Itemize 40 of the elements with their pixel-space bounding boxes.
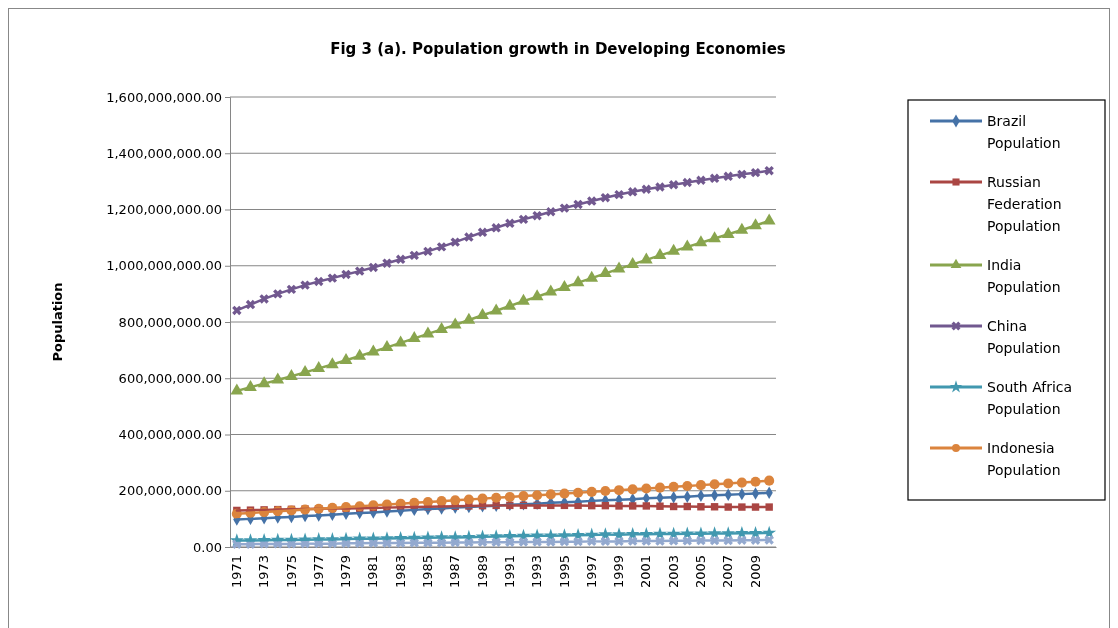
- y-tick-label: 600,000,000.00: [118, 370, 222, 386]
- chart-title: Fig 3 (a). Population growth in Developing Economies: [330, 40, 786, 58]
- x-tick-label: 1981: [365, 555, 381, 589]
- legend-label: South Africa Population: [987, 379, 1073, 417]
- y-tick-label: 800,000,000.00: [118, 314, 222, 330]
- x-tick-label: 1977: [310, 555, 326, 589]
- y-tick-label: 200,000,000.00: [118, 483, 222, 499]
- x-tick-label: 1989: [474, 555, 490, 589]
- x-tick-label: 1999: [611, 555, 627, 589]
- x-tick-label: 2007: [720, 555, 736, 589]
- x-tick-label: 1973: [256, 555, 272, 589]
- x-tick-label: 1991: [501, 555, 517, 589]
- x-tick-label: 1975: [283, 555, 299, 589]
- point: [230, 383, 244, 395]
- x-tick-label: 2009: [747, 555, 763, 589]
- legend-label: China Population: [987, 318, 1061, 356]
- legend-label: India Population: [987, 257, 1061, 295]
- legend-label: Brazil Population: [987, 113, 1061, 151]
- x-tick-label: 1995: [556, 555, 572, 589]
- x-tick-label: 2005: [693, 555, 709, 589]
- y-tick-label: 1,000,000,000.00: [106, 258, 222, 274]
- x-tick-label: 1985: [420, 555, 436, 589]
- x-tick-label: 1983: [392, 555, 408, 589]
- y-tick-label: 0.00: [193, 539, 222, 555]
- y-tick-label: 400,000,000.00: [118, 427, 222, 443]
- x-tick-label: 1971: [228, 555, 244, 589]
- x-tick-label: 1979: [338, 555, 354, 589]
- x-tick-label: 1997: [583, 555, 599, 589]
- legend-label: Russian Federation Population: [987, 174, 1062, 234]
- legend-label: Indonesia Population: [987, 440, 1061, 478]
- x-tick-label: 1993: [529, 555, 545, 589]
- point: [764, 535, 774, 545]
- y-tick-label: 1,200,000,000.00: [106, 202, 222, 218]
- x-tick-label: 2001: [638, 555, 654, 589]
- x-tick-label: 2003: [665, 555, 681, 589]
- y-tick-label: 1,400,000,000.00: [106, 145, 222, 161]
- point: [765, 503, 773, 511]
- y-axis-title: Population: [50, 282, 65, 362]
- x-tick-label: 1987: [447, 555, 463, 589]
- y-tick-label: 1,600,000,000.00: [106, 89, 222, 105]
